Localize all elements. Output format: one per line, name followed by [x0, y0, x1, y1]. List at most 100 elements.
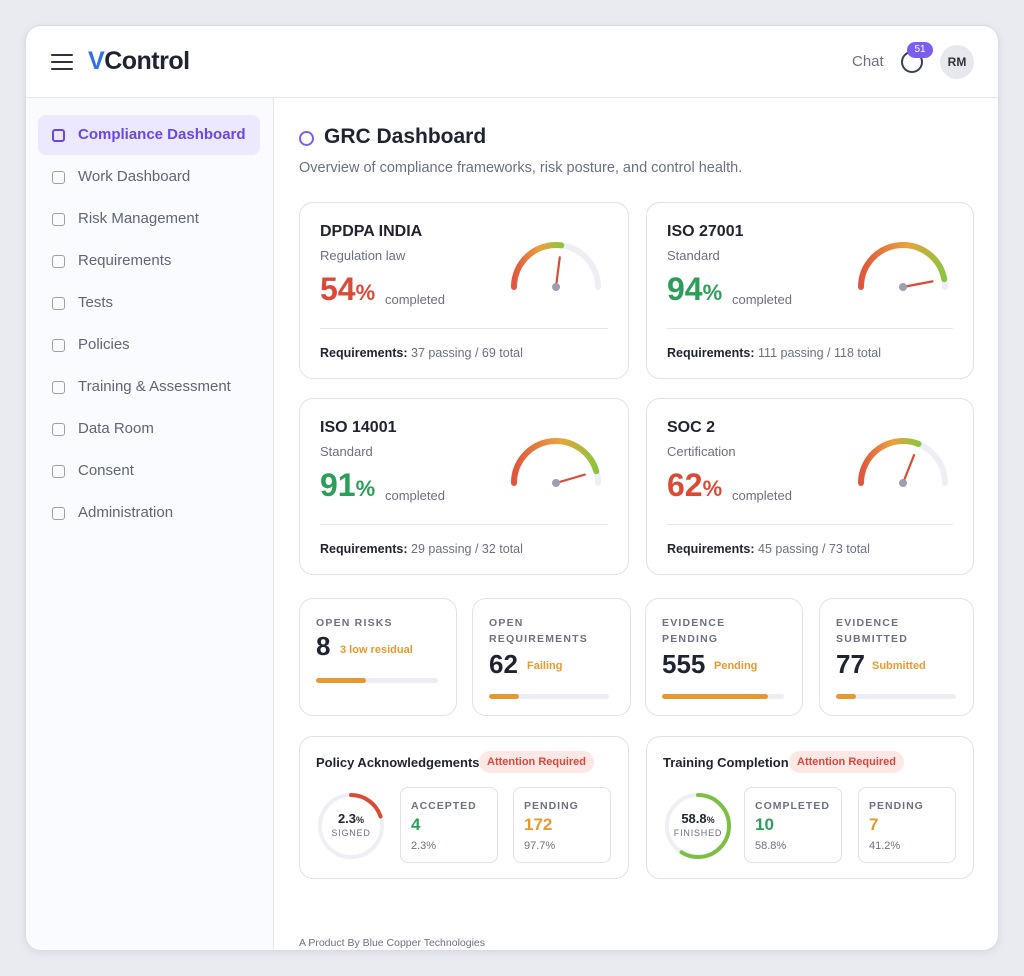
- sidebar-item-tests[interactable]: Tests: [38, 283, 260, 323]
- stat-accepted[interactable]: ACCEPTED 4 2.3%: [400, 787, 498, 863]
- framework-card-soc-2[interactable]: SOC 2 Certification 62% completed Requir…: [646, 398, 974, 575]
- metric-card-evidence-submitted[interactable]: EVIDENCE SUBMITTED 77 Submitted: [819, 598, 974, 716]
- framework-card-dpdpa[interactable]: DPDPA INDIA Regulation law 54% completed…: [299, 202, 629, 379]
- page-subtitle: Overview of compliance frameworks, risk …: [299, 160, 743, 176]
- attention-badge: Attention Required: [479, 751, 594, 773]
- metric-label: OPEN RISKS: [316, 617, 393, 629]
- metric-value: 8: [316, 631, 331, 661]
- divider: [320, 524, 608, 525]
- stat-pending[interactable]: PENDING 172 97.7%: [513, 787, 611, 863]
- framework-percent: 54%: [320, 271, 376, 307]
- square-icon: [52, 507, 65, 520]
- framework-name: DPDPA INDIA: [320, 223, 423, 240]
- gauge-needle: [554, 473, 586, 485]
- sidebar-item-policies[interactable]: Policies: [38, 325, 260, 365]
- gauge-pivot: [899, 283, 907, 291]
- framework-name: ISO 27001: [667, 223, 744, 240]
- square-icon: [52, 381, 65, 394]
- metric-value: 77: [836, 649, 865, 679]
- footer-text: A Product By Blue Copper Technologies: [299, 937, 486, 949]
- metric-subtext: Pending: [714, 660, 758, 672]
- avatar[interactable]: RM: [940, 45, 974, 79]
- metric-progress-fill: [489, 694, 519, 699]
- policy-acknowledgements-card[interactable]: Policy Acknowledgements Attention Requir…: [299, 736, 629, 879]
- framework-gauge: [858, 438, 948, 487]
- stat-value: 10: [755, 815, 774, 834]
- metric-label: OPEN REQUIREMENTS: [489, 617, 588, 645]
- stat-label: PENDING: [524, 800, 579, 812]
- notification-badge: 51: [907, 42, 933, 58]
- framework-type: Standard: [667, 248, 720, 263]
- gauge-fill: [858, 242, 948, 290]
- stat-value: 4: [411, 815, 421, 834]
- gauge-track: [511, 438, 601, 486]
- sidebar-item-work-dashboard[interactable]: Work Dashboard: [38, 157, 260, 197]
- framework-card-iso-14001[interactable]: ISO 14001 Standard 91% completed Require…: [299, 398, 629, 575]
- menu-icon[interactable]: [51, 54, 73, 70]
- framework-percent: 91%: [320, 467, 376, 503]
- ring-readout: 58.8% FINISHED: [663, 811, 733, 838]
- sidebar-item-consent[interactable]: Consent: [38, 451, 260, 491]
- square-icon: [52, 297, 65, 310]
- ring-readout: 2.3% SIGNED: [316, 811, 386, 838]
- sidebar-item-risk-management[interactable]: Risk Management: [38, 199, 260, 239]
- framework-percent: 62%: [667, 467, 723, 503]
- brand-logo[interactable]: VControl: [88, 47, 190, 75]
- ring-percent: 58.8%: [681, 811, 715, 826]
- square-icon: [52, 129, 65, 142]
- metric-label: EVIDENCE SUBMITTED: [836, 617, 909, 645]
- metric-card-evidence-pending[interactable]: EVIDENCE PENDING 555 Pending: [645, 598, 803, 716]
- sidebar-item-data-room[interactable]: Data Room: [38, 409, 260, 449]
- chat-link[interactable]: Chat: [852, 53, 884, 70]
- page-title: GRC Dashboard: [324, 125, 487, 148]
- sidebar: Compliance Dashboard Work Dashboard Risk…: [26, 98, 274, 950]
- metric-value: 62: [489, 649, 518, 679]
- requirements-summary: Requirements: 111 passing / 118 total: [667, 346, 882, 360]
- card-title: Policy Acknowledgements: [316, 755, 480, 770]
- stat-label: ACCEPTED: [411, 800, 477, 812]
- ring-fill: [665, 793, 731, 859]
- metric-card-open-requirements[interactable]: OPEN REQUIREMENTS 62 Failing: [472, 598, 631, 716]
- sidebar-item-training-assessment[interactable]: Training & Assessment: [38, 367, 260, 407]
- circle-icon: [299, 131, 314, 146]
- policy-signed-ring: [318, 793, 384, 859]
- app-window: VControl Chat 51 RM Compliance Dashboard…: [25, 25, 999, 951]
- square-icon: [52, 465, 65, 478]
- metric-progress: [662, 694, 784, 699]
- ring-label: SIGNED: [331, 828, 371, 838]
- gauge-fill: [511, 438, 600, 486]
- framework-gauge: [511, 242, 601, 291]
- square-icon: [52, 213, 65, 226]
- metric-card-open-risks[interactable]: OPEN RISKS 8 3 low residual: [299, 598, 457, 716]
- training-completion-card[interactable]: Training Completion Attention Required 5…: [646, 736, 974, 879]
- metric-subtext: Submitted: [872, 660, 926, 672]
- sidebar-item-administration[interactable]: Administration: [38, 493, 260, 533]
- gauge-needle: [554, 256, 561, 289]
- requirements-summary: Requirements: 29 passing / 32 total: [320, 542, 523, 556]
- framework-card-iso-27001[interactable]: ISO 27001 Standard 94% completed Require…: [646, 202, 974, 379]
- gauge-pivot: [552, 283, 560, 291]
- card-title: Training Completion: [663, 755, 789, 770]
- stat-value: 7: [869, 815, 879, 834]
- gauge-pivot: [552, 479, 560, 487]
- sidebar-item-requirements[interactable]: Requirements: [38, 241, 260, 281]
- stat-pending[interactable]: PENDING 7 41.2%: [858, 787, 956, 863]
- framework-name: ISO 14001: [320, 419, 397, 436]
- framework-type: Regulation law: [320, 248, 406, 263]
- square-icon: [52, 423, 65, 436]
- stat-completed[interactable]: COMPLETED 10 58.8%: [744, 787, 842, 863]
- square-icon: [52, 339, 65, 352]
- ring-percent: 2.3%: [337, 811, 365, 826]
- sidebar-item-compliance-dashboard[interactable]: Compliance Dashboard: [38, 115, 260, 155]
- framework-type: Standard: [320, 444, 373, 459]
- gauge-fill: [511, 242, 565, 290]
- metric-progress: [316, 678, 438, 683]
- framework-gauge: [511, 438, 601, 487]
- divider: [667, 524, 953, 525]
- metric-value: 555: [662, 649, 706, 679]
- metric-progress-fill: [662, 694, 769, 699]
- completed-label: completed: [732, 488, 792, 503]
- main-content: GRC Dashboard Overview of compliance fra…: [275, 98, 998, 950]
- completed-label: completed: [385, 488, 445, 503]
- stat-percent: 2.3%: [411, 840, 437, 852]
